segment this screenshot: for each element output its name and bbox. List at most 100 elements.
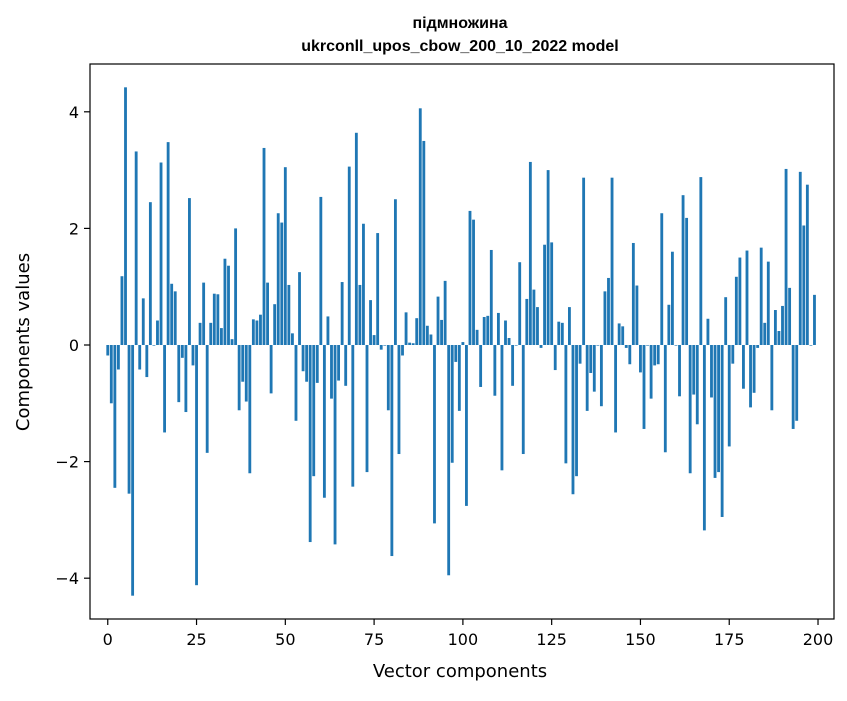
bar [710, 345, 713, 398]
bar [422, 140, 426, 345]
bar [255, 320, 259, 345]
y-tick-label: 4 [69, 103, 79, 122]
bar [621, 326, 625, 345]
bar [493, 345, 497, 396]
bar [319, 196, 323, 345]
bar [212, 293, 216, 345]
bar [372, 335, 376, 345]
bar [280, 222, 284, 345]
bar [660, 213, 664, 345]
bar [795, 345, 799, 421]
bar [802, 225, 806, 345]
bar [631, 242, 635, 345]
chart-title-line1: підмножина [412, 15, 507, 32]
bar [166, 142, 170, 345]
bar [734, 276, 738, 345]
bar [468, 210, 472, 345]
bar [457, 345, 461, 411]
bar [404, 312, 408, 345]
bar [379, 345, 383, 350]
y-axis-label: Components values [13, 253, 34, 431]
bar [322, 345, 326, 498]
bar [805, 184, 809, 345]
bar [465, 345, 468, 506]
bar [528, 161, 532, 345]
plot-frame [89, 63, 835, 620]
bar [536, 307, 539, 345]
bar [678, 345, 681, 397]
bar [390, 345, 394, 557]
bar [596, 345, 600, 346]
bar [170, 283, 174, 345]
x-tick-label: 0 [103, 630, 113, 649]
bar [301, 345, 305, 372]
bar [273, 304, 277, 345]
bar [145, 345, 149, 378]
bar [163, 345, 166, 433]
x-tick-label: 100 [448, 630, 479, 649]
bar [365, 345, 369, 473]
bar [354, 132, 358, 345]
bar [127, 345, 131, 494]
y-axis-ticks: −4 −2 0 2 4 [55, 103, 90, 588]
bar [628, 345, 632, 365]
bar [429, 334, 433, 345]
bar [511, 345, 515, 386]
bar [337, 345, 341, 381]
bar [674, 345, 678, 346]
bar [706, 318, 710, 345]
bar [113, 345, 117, 488]
bar [244, 345, 248, 402]
bar [539, 345, 543, 348]
bar [298, 272, 301, 345]
bar [184, 345, 188, 413]
bar [702, 345, 706, 531]
bar [607, 277, 610, 345]
bar [589, 345, 593, 373]
bar [259, 314, 262, 345]
bar [202, 282, 206, 345]
bar [305, 345, 309, 382]
bar [738, 257, 742, 345]
x-tick-label: 50 [275, 630, 295, 649]
bar [788, 287, 792, 345]
bar [415, 318, 419, 345]
bar [241, 345, 245, 382]
bar [763, 322, 767, 345]
bar [269, 345, 273, 394]
bar [109, 345, 113, 404]
bar [525, 298, 529, 345]
bar [383, 345, 387, 346]
bar [411, 343, 415, 345]
bar [770, 345, 774, 411]
y-tick-label: 2 [69, 219, 79, 238]
bar [134, 151, 138, 345]
bar [646, 345, 649, 346]
bar [251, 319, 255, 345]
bar [159, 162, 163, 345]
bar [663, 345, 667, 453]
bar [120, 276, 124, 345]
bar [518, 262, 522, 345]
bar [433, 345, 436, 524]
bar [173, 291, 177, 345]
bar [191, 345, 195, 366]
bar [752, 345, 756, 393]
bar [766, 261, 770, 345]
bar [386, 345, 390, 411]
bar [564, 345, 568, 464]
bar [447, 345, 451, 576]
bar [333, 345, 337, 545]
bar [500, 345, 504, 471]
bar [188, 198, 191, 345]
bar [287, 284, 291, 345]
x-tick-label: 75 [364, 630, 384, 649]
bar [504, 320, 507, 345]
bar [219, 328, 223, 345]
bar [639, 345, 642, 373]
bar [425, 325, 429, 345]
bar [717, 345, 720, 473]
bar [727, 345, 731, 447]
